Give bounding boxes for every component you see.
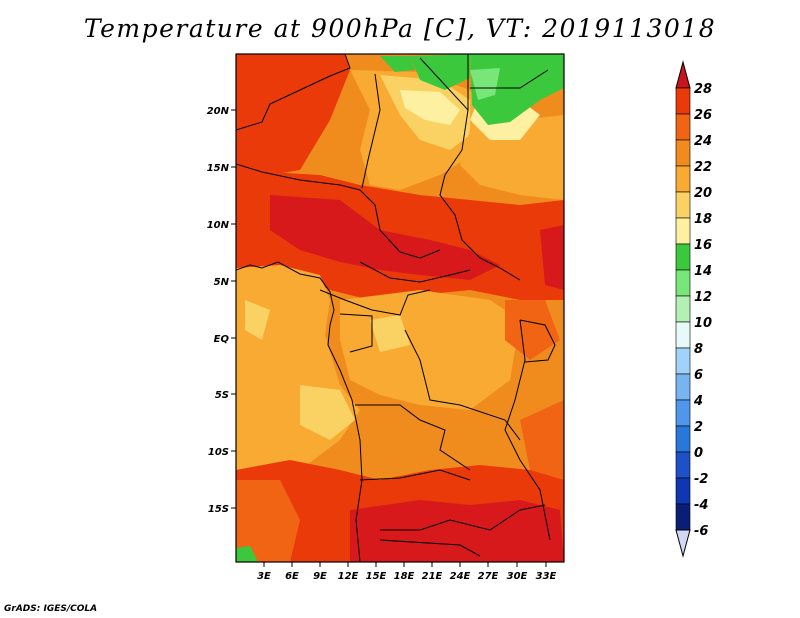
lon-label: 6E xyxy=(285,571,299,582)
map-frame xyxy=(235,53,565,563)
colorbar-level-label: 20 xyxy=(694,186,712,201)
colorbar-level-label: 28 xyxy=(694,82,712,97)
colorbar-level-label: -6 xyxy=(694,524,708,539)
lat-label: 10N xyxy=(207,220,230,231)
lon-label: 21E xyxy=(422,571,443,582)
lon-label: 24E xyxy=(450,571,471,582)
colorbar-level-label: 10 xyxy=(694,316,712,331)
colorbar-box xyxy=(675,503,691,531)
colorbar-level-label: 24 xyxy=(694,134,712,149)
colorbar-box xyxy=(675,217,691,245)
lat-label: 5N xyxy=(214,277,230,288)
grads-credit: GrADS: IGES/COLA xyxy=(4,604,98,614)
lon-label: 33E xyxy=(536,571,557,582)
lon-label: 9E xyxy=(313,571,327,582)
lat-labels: 20N 15N 10N 5N EQ 5S 10S 15S xyxy=(207,106,230,515)
lat-label: 15N xyxy=(207,163,230,174)
colorbar-level-label: 0 xyxy=(694,446,703,461)
lon-label: 3E xyxy=(257,571,271,582)
colorbar-box xyxy=(675,347,691,375)
lat-label: 15S xyxy=(208,504,229,515)
colorbar-box xyxy=(675,139,691,167)
lat-label: 10S xyxy=(208,447,229,458)
lon-label: 18E xyxy=(394,571,415,582)
colorbar-level-label: 22 xyxy=(694,160,712,175)
colorbar-box xyxy=(675,165,691,193)
country-borders xyxy=(236,54,556,562)
colorbar-box xyxy=(675,451,691,479)
colorbar-box xyxy=(675,373,691,401)
colorbar-level-label: 6 xyxy=(694,368,703,383)
colorbar-box xyxy=(675,191,691,219)
colorbar-level-label: 2 xyxy=(694,420,703,435)
colorbar-box xyxy=(675,269,691,297)
colorbar-box xyxy=(675,425,691,453)
colorbar-level-label: 12 xyxy=(694,290,712,305)
lon-ticks xyxy=(263,562,547,567)
lat-label: 5S xyxy=(215,390,229,401)
colorbar-box xyxy=(675,477,691,505)
colorbar-level-label: 14 xyxy=(694,264,712,279)
colorbar-level-label: 26 xyxy=(694,108,712,123)
lat-ticks xyxy=(231,109,236,509)
colorbar-level-label: 16 xyxy=(694,238,712,253)
colorbar-level-label: -4 xyxy=(694,498,708,513)
colorbar-box xyxy=(675,243,691,271)
colorbar-box xyxy=(675,399,691,427)
lon-labels: 3E 6E 9E 12E 15E 18E 21E 24E 27E 30E 33E xyxy=(257,571,556,582)
lon-label: 30E xyxy=(507,571,528,582)
colorbar-under-arrow xyxy=(675,529,691,558)
colorbar-box xyxy=(675,87,691,115)
lon-label: 27E xyxy=(478,571,499,582)
colorbar-boxes xyxy=(675,87,691,531)
lon-label: 15E xyxy=(366,571,387,582)
colorbar-box xyxy=(675,295,691,323)
lat-label: EQ xyxy=(214,334,230,345)
temperature-field xyxy=(236,54,564,562)
lon-label: 12E xyxy=(338,571,359,582)
colorbar-level-label: 8 xyxy=(694,342,703,357)
map-title: Temperature at 900hPa [C], VT: 201911301… xyxy=(83,14,717,43)
colorbar-level-label: -2 xyxy=(694,472,708,487)
colorbar-box xyxy=(675,321,691,349)
colorbar-level-label: 18 xyxy=(694,212,712,227)
colorbar-over-arrow xyxy=(675,60,691,89)
lat-label: 20N xyxy=(207,106,230,117)
colorbar-box xyxy=(675,113,691,141)
colorbar-level-label: 4 xyxy=(693,394,703,409)
